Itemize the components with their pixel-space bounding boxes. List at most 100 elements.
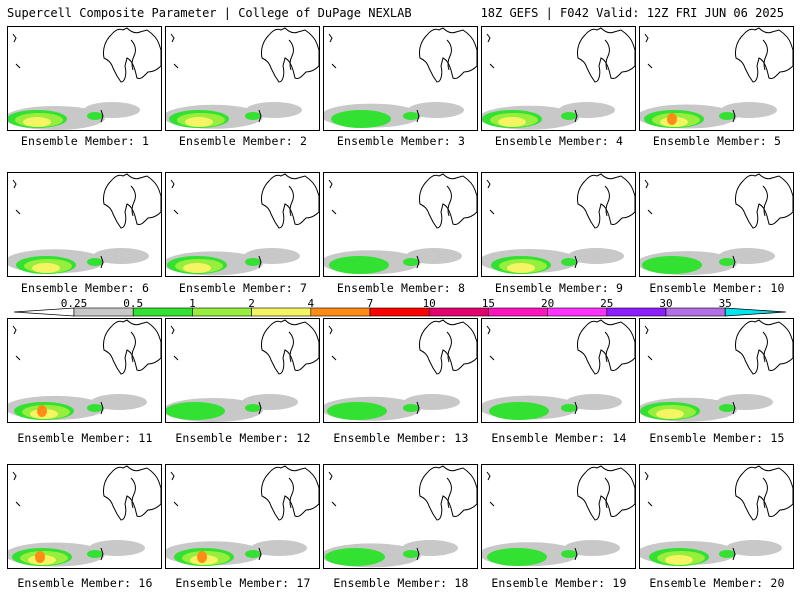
scp-contour-0.5	[719, 258, 735, 266]
great-lakes-outline	[735, 27, 794, 83]
scp-contour-0.5	[561, 404, 577, 412]
ensemble-member-panel	[7, 318, 162, 423]
member-map	[323, 173, 478, 275]
shoreline-mark	[258, 255, 262, 269]
member-map	[165, 465, 320, 566]
colorbar-segment	[428, 307, 489, 317]
ensemble-member-label: Ensemble Member: 5	[652, 134, 782, 148]
coastline-fragment	[170, 471, 179, 507]
scp-contour-0.5	[561, 112, 577, 120]
member-map	[323, 27, 478, 128]
ensemble-member-label: Ensemble Member: 15	[649, 431, 785, 445]
scp-contour-0.5	[245, 550, 261, 558]
lake-michigan-shore	[130, 331, 136, 363]
coastline-fragment	[486, 179, 495, 215]
ensemble-member-panel	[7, 172, 162, 277]
ensemble-member-label: Ensemble Member: 7	[178, 281, 308, 295]
colorbar-tick-label: 20	[540, 297, 555, 310]
scp-contour-0.5	[325, 548, 385, 566]
great-lakes-outline	[419, 319, 478, 375]
scp-contour-2	[498, 117, 526, 127]
lake-michigan-shore	[762, 185, 768, 217]
shoreline-mark	[732, 109, 736, 123]
member-map	[7, 319, 162, 420]
ensemble-member-panel	[639, 318, 794, 423]
scp-contour-0.5	[561, 258, 577, 266]
great-lakes-outline	[261, 319, 320, 375]
ensemble-member-label: Ensemble Member: 20	[649, 576, 785, 590]
scp-contour-0.25	[93, 248, 149, 264]
coastline-fragment	[644, 33, 653, 69]
lake-michigan-shore	[288, 477, 294, 509]
ensemble-member-panel	[323, 318, 478, 423]
member-map	[7, 27, 162, 130]
member-map	[481, 319, 636, 420]
scp-contour-2	[665, 555, 693, 565]
lake-michigan-shore	[288, 185, 294, 217]
coastline-fragment	[486, 33, 495, 69]
ensemble-member-label: Ensemble Member: 10	[649, 281, 785, 295]
shoreline-mark	[416, 401, 420, 415]
coastline-fragment	[170, 179, 179, 215]
scp-contour-0.5	[327, 402, 387, 420]
ensemble-member-panel	[481, 172, 636, 277]
scp-contour-2	[507, 263, 535, 273]
ensemble-member-label: Ensemble Member: 8	[336, 281, 466, 295]
great-lakes-outline	[419, 27, 478, 83]
scp-contour-0.5	[719, 550, 735, 558]
great-lakes-outline	[103, 319, 162, 375]
shoreline-mark	[416, 255, 420, 269]
great-lakes-outline	[103, 173, 162, 229]
scp-contour-2	[23, 117, 51, 127]
great-lakes-outline	[735, 173, 794, 229]
ensemble-member-panel	[165, 172, 320, 277]
member-map	[165, 27, 320, 129]
lake-michigan-shore	[762, 477, 768, 509]
scp-contour-0.25	[408, 102, 464, 118]
coastline-fragment	[486, 471, 495, 507]
coastline-fragment	[12, 179, 21, 215]
colorbar-segment	[192, 307, 252, 317]
great-lakes-outline	[261, 173, 320, 229]
colorbar-segment	[488, 307, 548, 317]
great-lakes-outline	[735, 319, 794, 375]
scp-contour-0.5	[487, 548, 547, 566]
scp-contour-0.5	[403, 404, 419, 412]
colorbar-tick-label: 25	[600, 297, 614, 310]
shoreline-mark	[574, 109, 578, 123]
scp-contour-0.5	[245, 258, 261, 266]
colorbar-legend	[13, 307, 787, 317]
great-lakes-outline	[577, 319, 636, 375]
colorbar-tick-label: 7	[366, 297, 374, 310]
scp-contour-0.5	[331, 110, 391, 128]
scp-contour-0.5	[329, 256, 389, 274]
colorbar-tick-label: 1	[189, 297, 196, 310]
scp-contour-0.5	[245, 404, 261, 412]
shoreline-mark	[258, 401, 262, 415]
member-map	[165, 319, 320, 422]
member-map	[165, 173, 320, 276]
ensemble-member-panel	[165, 318, 320, 423]
ensemble-member-panel	[323, 464, 478, 569]
member-map	[639, 319, 794, 422]
ensemble-member-panel	[639, 464, 794, 569]
scp-contour-0.25	[89, 540, 145, 556]
lake-michigan-shore	[762, 331, 768, 363]
colorbar-tick-label: 0.25	[60, 297, 88, 310]
ensemble-member-panel	[165, 26, 320, 131]
scp-contour-0.5	[87, 258, 103, 266]
scp-contour-2	[183, 263, 211, 273]
scp-contour-4	[35, 551, 45, 563]
member-map	[639, 27, 794, 129]
shoreline-mark	[732, 255, 736, 269]
scp-contour-4	[37, 405, 47, 417]
lake-michigan-shore	[446, 39, 452, 71]
ensemble-member-label: Ensemble Member: 3	[336, 134, 466, 148]
colorbar-tick-label: 15	[481, 297, 496, 310]
scp-contour-0.25	[91, 394, 147, 410]
scp-contour-0.5	[165, 402, 225, 420]
scp-contour-2	[32, 263, 60, 273]
ensemble-member-label: Ensemble Member: 4	[494, 134, 624, 148]
scp-contour-0.25	[568, 248, 624, 264]
